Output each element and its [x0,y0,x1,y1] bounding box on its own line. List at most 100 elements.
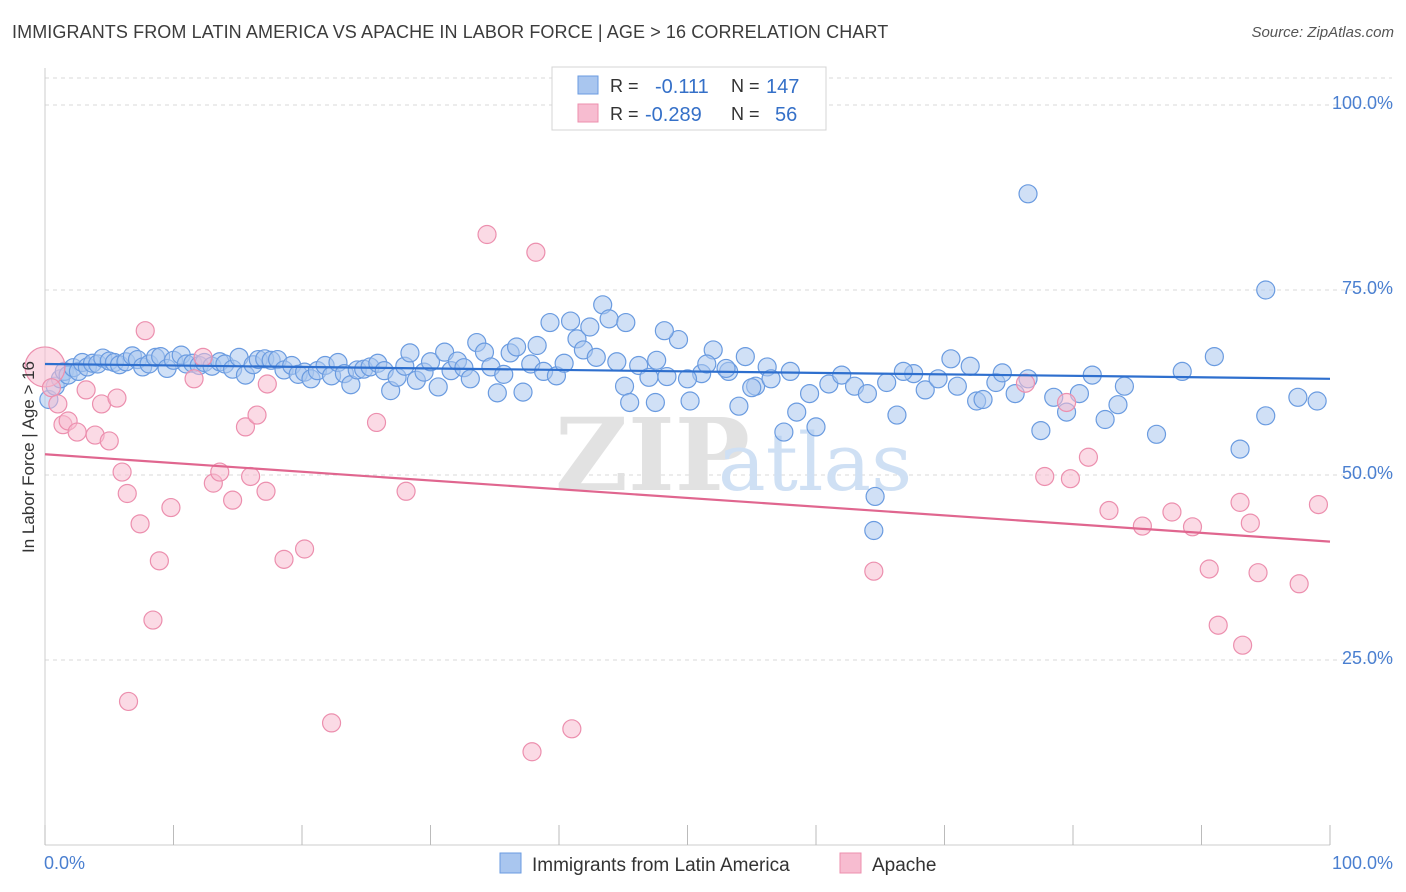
top-legend: R = -0.111 N = 147 R = -0.289 N = 56 [551,66,827,131]
apache-point-5 [67,422,87,442]
bottom-legend: Immigrants from Latin America Apache [499,852,936,876]
latin-america-point-147 [1230,439,1250,459]
latin-america-point-72 [487,383,507,403]
apache-point-41 [1056,392,1077,413]
latin-america-point-128 [893,361,913,381]
apache-point-42 [1060,469,1081,489]
latin-america-point-102 [729,396,749,416]
latin-america-point-112 [616,312,636,333]
apache-point-48 [1199,559,1219,579]
bottom-legend-label-blue: Immigrants from Latin America [532,855,790,876]
apache-point-20 [193,347,213,367]
apache-point-35 [522,742,542,762]
bottom-legend-swatch-blue [499,852,522,874]
latin-america-point-83 [560,311,581,331]
apache-point-54 [1289,574,1309,594]
apache-point-11 [112,462,132,482]
legend-n-value-1: 147 [766,76,799,98]
latin-america-point-136 [1031,421,1051,441]
latin-america-point-129 [915,380,935,400]
latin-america-point-119 [742,378,762,398]
apache-point-33 [396,481,416,501]
apache-point-43 [1078,447,1099,467]
latin-america-point-78 [527,335,547,356]
apache-trend-line [44,453,1331,543]
legend-swatch-blue [577,75,599,95]
y-tick-label-75: 75.0% [1342,278,1393,298]
legend-r-value-2: -0.289 [645,104,702,126]
bottom-legend-swatch-pink [839,852,862,874]
apache-point-46 [1162,502,1182,522]
apache-point-38 [864,561,884,581]
latin-america-point-122 [799,384,820,404]
legend-r-label-1: R = [610,76,639,96]
apache-point-29 [274,549,294,569]
axes [44,68,1331,846]
latin-america-point-75 [506,337,527,357]
latin-america-point-142 [1108,395,1128,415]
latin-america-point-105 [774,422,794,442]
legend-n-label-2: N = [731,104,760,124]
latin-america-point-120 [761,369,781,389]
apache-point-53 [1248,563,1268,583]
latin-america-point-156 [973,389,993,410]
apache-point-15 [135,321,155,341]
apache-point-12 [117,483,137,504]
latin-america-point-153 [992,363,1012,383]
latin-america-point-130 [928,369,948,389]
latin-america-point-117 [716,358,736,379]
latin-america-point-80 [540,312,560,333]
y-tick-label-100: 100.0% [1332,93,1393,113]
watermark-zip: ZIP [555,396,750,514]
latin-america-point-62 [420,352,441,372]
latin-america-point-127 [877,372,897,393]
x-tick-label-max: 100.0% [1332,853,1393,873]
latin-america-point-118 [735,347,755,367]
legend-r-value-1: -0.111 [655,76,709,98]
latin-america-point-121 [780,361,800,381]
apache-point-6 [76,380,96,400]
apache-point-25 [241,466,261,487]
latin-america-point-113 [645,392,665,413]
apache-point-13 [118,691,139,712]
latin-america-point-87 [586,347,606,367]
apache-point-44 [1099,500,1119,521]
apache-point-32 [366,412,387,433]
apache-point-23 [223,490,243,510]
latin-america-point-86 [580,317,600,337]
apache-point-40 [1035,466,1055,487]
latin-america-point-154 [941,349,961,369]
apache-point-1 [41,378,62,398]
trend-lines [44,362,1331,543]
series-latin-america-points [39,184,1327,541]
latin-america-point-68 [460,369,480,389]
apache-point-26 [247,405,267,425]
latin-america-point-143 [1114,376,1135,396]
apache-point-27 [256,481,276,501]
bottom-legend-label-pink: Apache [872,855,936,876]
latin-america-point-151 [1256,280,1276,300]
apache-point-52 [1240,513,1260,533]
apache-point-45 [1132,516,1152,536]
latin-america-point-116 [697,354,717,374]
latin-america-point-76 [513,382,533,402]
latin-america-point-131 [947,376,967,396]
apache-point-10 [107,388,127,408]
latin-america-point-141 [1095,409,1115,430]
apache-point-51 [1233,635,1253,655]
apache-point-49 [1208,615,1228,635]
latin-america-point-149 [1288,387,1308,407]
latin-america-point-107 [806,417,826,437]
latin-america-trend-line [44,362,1331,380]
latin-america-point-63 [428,377,448,397]
apache-point-2 [48,394,68,414]
latin-america-point-110 [887,405,907,425]
latin-america-point-115 [677,369,698,389]
apache-point-24 [235,417,256,437]
apache-point-31 [321,713,342,733]
latin-america-point-73 [494,364,514,384]
latin-america-point-126 [857,384,878,404]
latin-america-point-106 [787,402,807,422]
latin-america-point-109 [865,486,885,507]
